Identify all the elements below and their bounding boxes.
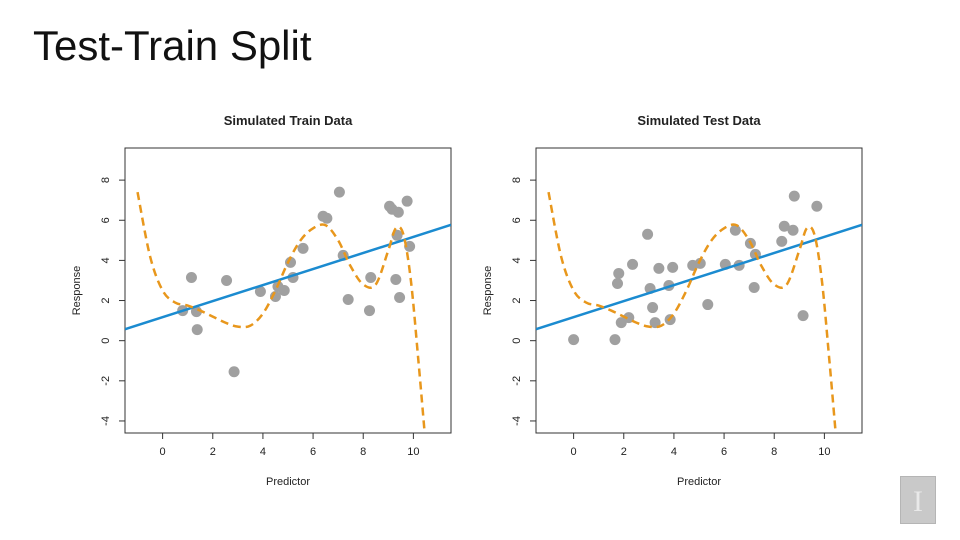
y-tick-label: 6 bbox=[511, 217, 523, 223]
y-axis-label: Response bbox=[71, 266, 83, 316]
x-tick-label: 2 bbox=[210, 446, 216, 458]
data-point bbox=[788, 190, 800, 202]
data-point bbox=[401, 195, 413, 207]
x-tick-label: 0 bbox=[160, 446, 166, 458]
linear-fit-line bbox=[536, 223, 862, 331]
data-point bbox=[667, 261, 679, 273]
data-point bbox=[568, 334, 580, 346]
x-tick-label: 2 bbox=[621, 446, 627, 458]
y-axis-label: Response bbox=[482, 266, 494, 316]
data-point bbox=[694, 257, 706, 269]
data-point bbox=[613, 267, 625, 279]
y-tick-label: -2 bbox=[511, 376, 523, 386]
x-tick-label: 10 bbox=[818, 446, 830, 458]
y-tick-label: 6 bbox=[100, 217, 112, 223]
y-tick-label: 8 bbox=[100, 177, 112, 183]
chart-title: Simulated Test Data bbox=[637, 113, 761, 128]
data-point bbox=[254, 286, 266, 298]
data-point bbox=[285, 256, 297, 268]
train-data-chart: Simulated Train Data 0 2 4 6 8 10 -4 -2 0 2 4 6 8 Pred… bbox=[71, 113, 452, 488]
fit-lines bbox=[125, 191, 451, 433]
data-point bbox=[185, 271, 197, 283]
x-tick-label: 10 bbox=[407, 446, 419, 458]
data-point bbox=[365, 271, 377, 283]
data-point bbox=[748, 281, 760, 293]
flexible-fit-curve bbox=[136, 191, 426, 433]
x-tick-label: 8 bbox=[360, 446, 366, 458]
flexible-fit-curve bbox=[547, 191, 837, 433]
data-point bbox=[776, 235, 788, 247]
data-point bbox=[702, 299, 714, 311]
data-point bbox=[342, 294, 354, 306]
y-tick-label: 4 bbox=[100, 257, 112, 263]
data-point bbox=[642, 228, 654, 240]
data-point bbox=[394, 292, 406, 304]
y-tick-label: 0 bbox=[511, 338, 523, 344]
data-point bbox=[191, 324, 203, 336]
linear-fit-line bbox=[125, 223, 451, 331]
y-tick-label: 2 bbox=[100, 297, 112, 303]
data-point bbox=[787, 224, 799, 236]
chart-title: Simulated Train Data bbox=[224, 113, 353, 128]
data-point bbox=[811, 200, 823, 212]
data-point bbox=[390, 273, 402, 285]
x-tick-label: 6 bbox=[310, 446, 316, 458]
logo-letter: I bbox=[913, 485, 923, 518]
x-tick-label: 8 bbox=[771, 446, 777, 458]
data-point bbox=[321, 212, 333, 224]
data-point bbox=[364, 305, 375, 317]
fit-lines bbox=[536, 191, 862, 433]
test-data-chart: Simulated Test Data 0 2 4 6 8 10 -4 -2 0 2 4 6 8 Predi… bbox=[482, 113, 863, 488]
y-tick-label: -4 bbox=[100, 416, 112, 426]
data-point bbox=[278, 285, 290, 296]
data-point bbox=[297, 242, 309, 254]
data-point bbox=[649, 317, 661, 329]
x-tick-label: 6 bbox=[721, 446, 727, 458]
x-axis-label: Predictor bbox=[266, 476, 310, 488]
y-tick-label: -4 bbox=[511, 416, 523, 426]
data-point bbox=[778, 220, 790, 232]
data-point bbox=[221, 274, 233, 286]
data-point bbox=[797, 310, 809, 322]
y-tick-label: 4 bbox=[511, 257, 523, 263]
plot-frame bbox=[535, 147, 863, 434]
data-point bbox=[647, 302, 659, 314]
data-point bbox=[404, 240, 416, 252]
data-point bbox=[333, 186, 345, 198]
data-point bbox=[228, 366, 240, 378]
x-tick-label: 4 bbox=[671, 446, 677, 458]
data-point bbox=[653, 262, 665, 274]
data-point bbox=[609, 334, 621, 346]
y-tick-label: -2 bbox=[100, 376, 112, 386]
data-point bbox=[627, 258, 639, 270]
data-point bbox=[392, 206, 404, 218]
logo: I bbox=[900, 476, 936, 524]
y-tick-label: 8 bbox=[511, 177, 523, 183]
y-tick-label: 2 bbox=[511, 297, 523, 303]
data-point bbox=[623, 312, 635, 324]
slide-title: Test-Train Split bbox=[33, 22, 312, 69]
x-axis-label: Predictor bbox=[677, 476, 721, 488]
data-point bbox=[612, 277, 623, 289]
x-tick-label: 0 bbox=[571, 446, 577, 458]
x-tick-label: 4 bbox=[260, 446, 266, 458]
data-point bbox=[729, 224, 741, 236]
y-tick-label: 0 bbox=[100, 338, 112, 344]
